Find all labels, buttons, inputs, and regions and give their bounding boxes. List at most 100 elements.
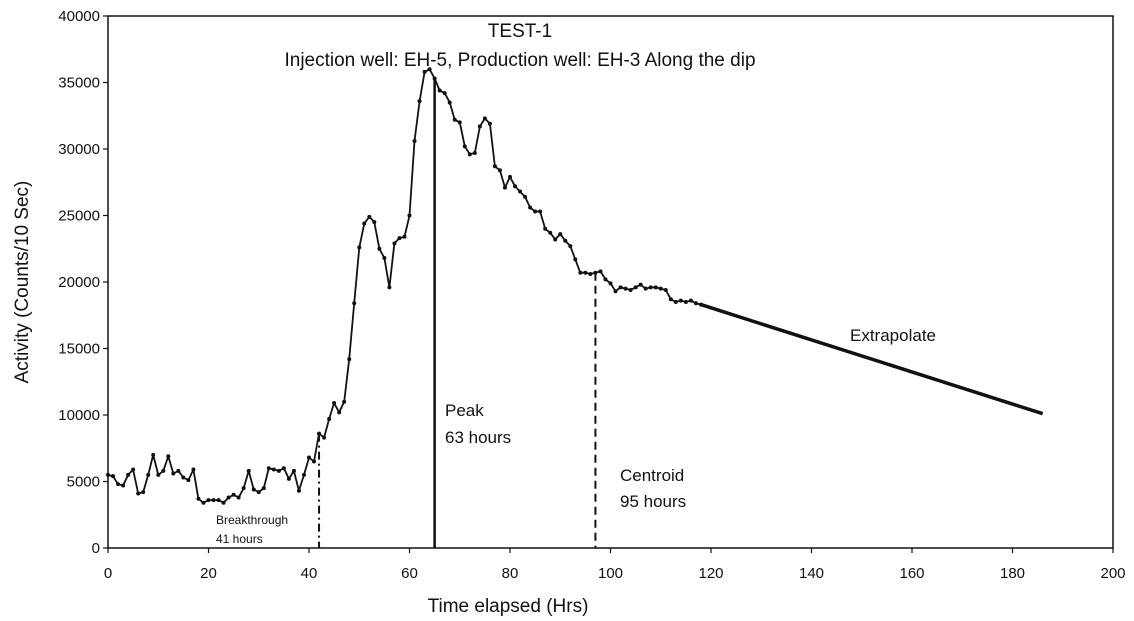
observed-data-point [538,209,543,214]
observed-data-point [342,399,347,404]
x-tick-label: 20 [200,565,217,582]
observed-data-point [367,214,372,219]
x-tick-label: 160 [899,565,924,582]
x-tick-label: 60 [401,565,418,582]
observed-data-point [407,213,412,218]
observed-data-point [683,299,688,304]
observed-data-point [558,232,563,237]
observed-data-point [251,487,256,492]
observed-data-point [156,472,161,477]
series-layer [106,67,1044,505]
observed-data-point [563,238,568,243]
breakthrough-label-line2: 41 hours [216,532,263,546]
y-axis-ticks: 0 5000 10000 15000 20000 25000 30000 35000 40000 [58,8,108,557]
observed-data-point [518,189,523,194]
observed-data-point [171,471,176,476]
observed-data-point [271,467,276,472]
observed-data-point [246,468,251,473]
observed-data-point [447,100,452,105]
observed-data-point [462,144,467,149]
observed-data-point [482,116,487,121]
observed-data-point [523,194,528,199]
observed-data-point [643,286,648,291]
x-tick-label: 200 [1100,565,1125,582]
observed-data-point [608,281,613,286]
breakthrough-label-line1: Breakthrough [216,513,288,527]
observed-data-point [256,490,261,495]
observed-data-point [693,301,698,306]
extrapolation-line [700,302,1044,416]
observed-data-point [402,234,407,239]
observed-data-point [141,490,146,495]
y-tick-label: 10000 [58,407,100,424]
observed-data-point [296,488,301,493]
observed-data-point [116,482,121,487]
observed-data-point [678,298,683,303]
observed-data-point [593,270,598,275]
y-tick-label: 35000 [58,75,100,92]
observed-data-point [231,492,236,497]
peak-label-line1: Peak [445,401,484,420]
observed-data-point [151,452,156,457]
y-tick-label: 0 [92,540,100,557]
observed-data-point [653,285,658,290]
x-tick-label: 100 [598,565,623,582]
observed-data-point [588,272,593,277]
observed-data-point [322,435,327,440]
centroid-label-line1: Centroid [620,466,684,485]
observed-data-point [226,495,231,500]
observed-data-point [578,270,583,275]
observed-data-point [352,301,357,306]
observed-data-point [658,286,663,291]
observed-data-point [648,285,653,290]
observed-data-point [221,500,226,505]
observed-data-point [126,472,131,477]
observed-data-point [508,174,512,179]
y-tick-label: 25000 [58,208,100,225]
observed-data-point [131,467,136,472]
x-axis-ticks: 0 20 40 60 80 100 120 140 160 180 200 [104,548,1126,582]
x-axis-title: Time elapsed (Hrs) [428,596,589,617]
observed-data-point [502,185,507,190]
observed-data-point [452,117,457,122]
observed-data-point [266,466,271,471]
observed-data-point [216,498,221,503]
observed-data-point [106,472,110,477]
observed-data-point [196,496,201,501]
observed-data-point [362,221,367,226]
observed-data-point [432,76,437,81]
observed-data-point [136,491,141,496]
peak-label-line2: 63 hours [445,428,511,447]
observed-data-point [628,287,633,292]
observed-data-point [241,486,246,491]
observed-data-point [261,486,266,491]
observed-data-point [397,236,402,241]
observed-data-point [291,468,296,473]
observed-data-point [583,270,588,275]
observed-data-point [568,244,573,249]
observed-data-point [528,205,533,210]
observed-data-point [668,297,673,302]
y-tick-label: 15000 [58,341,100,358]
observed-data-point [427,67,432,72]
observed-data-point [618,285,623,290]
observed-data-point [286,476,291,481]
observed-data-point [437,88,442,93]
x-tick-label: 80 [502,565,519,582]
observed-data-point [276,468,281,473]
observed-data-point [688,298,693,303]
observed-data-point [186,478,191,483]
observed-data-point [337,410,342,415]
observed-data-point [487,121,492,126]
x-tick-label: 180 [1000,565,1025,582]
observed-data-point [236,495,241,500]
observed-data-point [663,287,668,292]
observed-data-point [201,500,206,505]
observed-activity-line [107,68,702,504]
observed-data-point [638,282,643,287]
observed-data-point [472,150,477,155]
observed-data-point [146,472,151,477]
observed-data-point [513,184,518,189]
observed-data-point [392,241,397,246]
